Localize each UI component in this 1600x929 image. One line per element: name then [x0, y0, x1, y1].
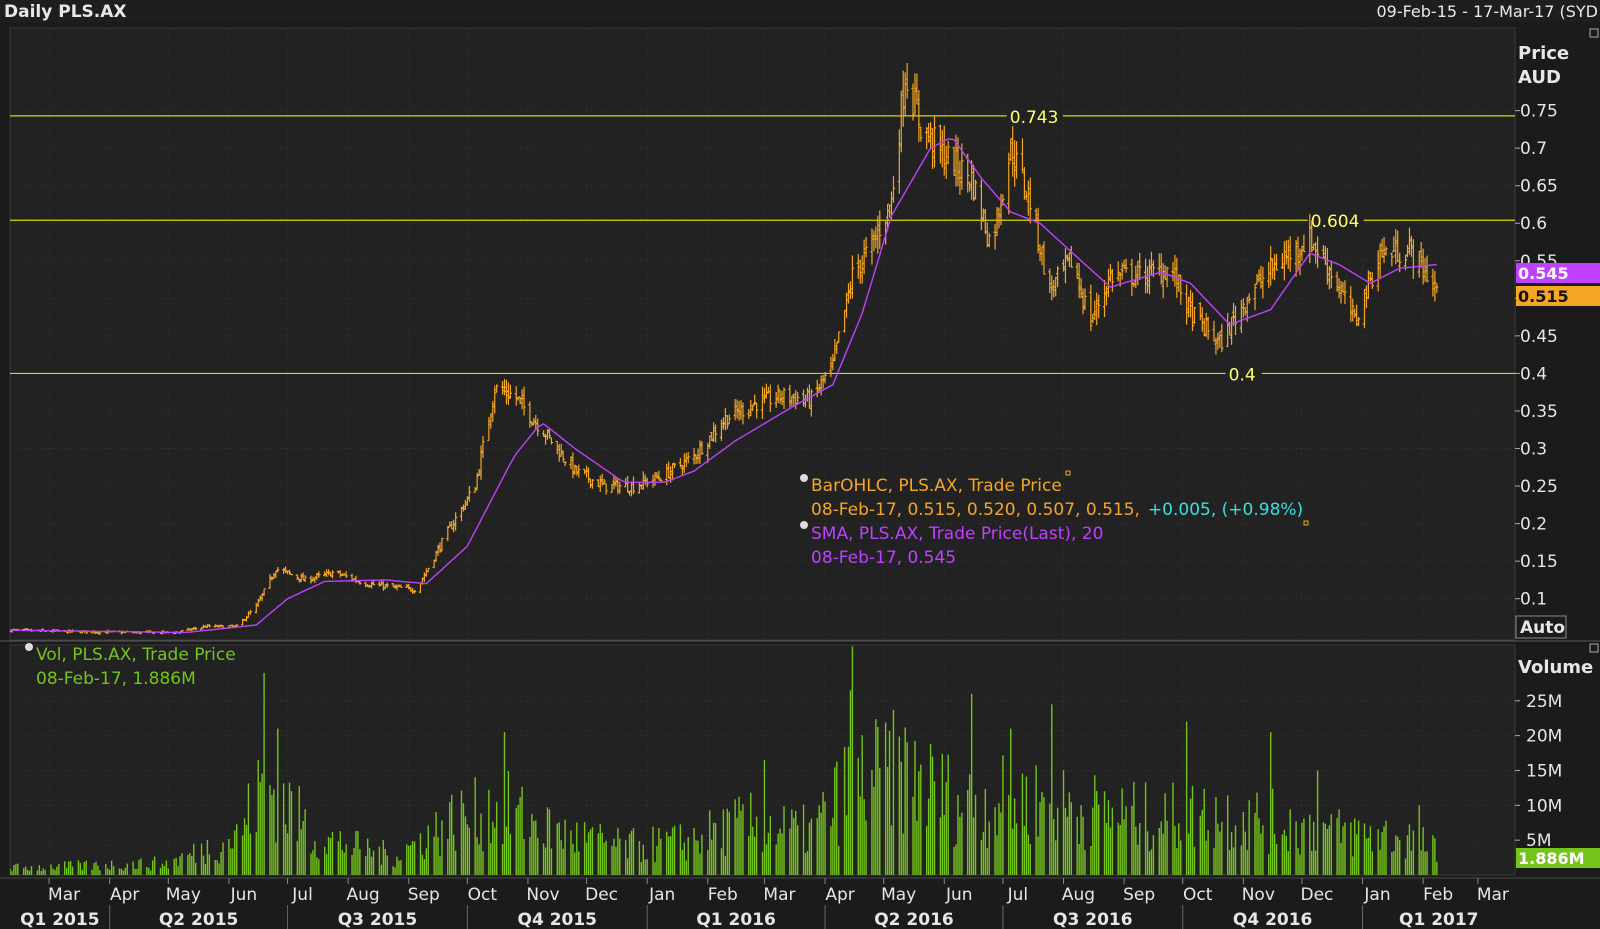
quarter-label: Q1 2015 — [20, 910, 100, 929]
sma-last-value: 0.545 — [1518, 264, 1569, 283]
volume-axis: Volume 5M 10M 15M 20M 25M — [1515, 657, 1593, 851]
price-panel — [9, 27, 1516, 641]
volume-axis-tick-label: 20M — [1526, 727, 1562, 747]
month-label: Jan — [648, 885, 675, 905]
price-axis-title: Price — [1518, 43, 1569, 64]
sma-legend-name: SMA, PLS.AX, Trade Price(Last), 20 — [811, 524, 1103, 544]
month-label: Feb — [708, 885, 738, 905]
volume-legend-name: Vol, PLS.AX, Trade Price — [36, 645, 236, 665]
month-label: Aug — [1062, 885, 1095, 905]
sma-legend-toggle-icon[interactable] — [800, 521, 808, 529]
volume-axis-tick-label: 5M — [1526, 831, 1551, 851]
month-label: Nov — [526, 885, 559, 905]
price-last-value: 0.515 — [1518, 287, 1569, 306]
month-label: Mar — [48, 885, 80, 905]
quarter-label: Q4 2016 — [1233, 910, 1313, 929]
month-label: Jun — [945, 885, 973, 905]
ohlc-legend-name: BarOHLC, PLS.AX, Trade Price — [811, 476, 1062, 496]
price-axis-tick-label: 0.65 — [1520, 177, 1558, 197]
volume-last-value: 1.886M — [1518, 849, 1585, 868]
price-axis-tick-label: 0.7 — [1520, 139, 1547, 159]
volume-axis-tick-label: 10M — [1526, 796, 1562, 816]
title-bar — [0, 0, 1600, 22]
price-panel-collapse-icon[interactable] — [1589, 28, 1599, 38]
level-label-background — [1225, 363, 1262, 383]
quarter-label: Q4 2015 — [518, 910, 598, 929]
price-legend[interactable]: BarOHLC, PLS.AX, Trade Price 08-Feb-17, … — [800, 470, 1309, 568]
month-label: Oct — [468, 885, 498, 905]
time-axis-background — [0, 878, 1600, 929]
price-axis-tick-label: 0.2 — [1520, 515, 1547, 535]
ohlc-legend-change: +0.005, (+0.98%) — [1148, 500, 1303, 520]
legend-handle-icon[interactable] — [1303, 520, 1309, 526]
volume-last-badge — [1516, 848, 1600, 868]
month-label: Sep — [408, 885, 440, 905]
price-axis-tick-label: 0.6 — [1520, 214, 1547, 234]
month-label: May — [166, 885, 201, 905]
date-range: 09-Feb-15 - 17-Mar-17 (SYD — [1376, 2, 1598, 21]
price-axis-tick-label: 0.35 — [1520, 402, 1558, 422]
ohlc-legend-prices: 08-Feb-17, 0.515, 0.520, 0.507, 0.515, — [811, 500, 1140, 520]
volume-legend[interactable]: Vol, PLS.AX, Trade Price 08-Feb-17, 1.88… — [25, 643, 236, 689]
quarter-label: Q1 2016 — [696, 910, 776, 929]
month-label: Nov — [1242, 885, 1275, 905]
month-label: Jan — [1363, 885, 1390, 905]
month-label: Dec — [1301, 885, 1334, 905]
month-label: Mar — [763, 885, 795, 905]
ohlc-legend-values: 08-Feb-17, 0.515, 0.520, 0.507, 0.515, +0… — [811, 500, 1303, 520]
legend-handle-icon[interactable] — [1065, 470, 1071, 476]
time-axis: Mar Apr May Jun Jul Aug Sep Oct Nov Dec Jan Feb Mar A… — [0, 877, 1600, 929]
price-axis-tick-label: 0.45 — [1520, 327, 1558, 347]
month-label: Dec — [585, 885, 618, 905]
price-axis-unit: AUD — [1518, 67, 1561, 88]
volume-panel-collapse-icon[interactable] — [1589, 643, 1599, 653]
quarter-label: Q2 2016 — [874, 910, 954, 929]
sma-legend-values: 08-Feb-17, 0.545 — [811, 548, 956, 568]
sma-line — [10, 138, 1437, 634]
price-axis-tick-label: 0.4 — [1520, 364, 1547, 384]
volume-axis-title: Volume — [1518, 657, 1593, 678]
volume-axis-tick-label: 25M — [1526, 692, 1562, 712]
quarter-label: Q1 2017 — [1399, 910, 1479, 929]
month-label: Aug — [347, 885, 380, 905]
month-label: Sep — [1123, 885, 1155, 905]
horizontal-levels[interactable]: 0.743 0.604 0.4 — [10, 105, 1515, 386]
price-axis-tick-label: 0.15 — [1520, 552, 1558, 572]
volume-legend-toggle-icon[interactable] — [25, 643, 33, 651]
volume-axis-tick-label: 15M — [1526, 761, 1562, 781]
month-label: Mar — [1477, 885, 1509, 905]
quarter-label: Q2 2015 — [159, 910, 239, 929]
month-label: May — [881, 885, 916, 905]
level-label: 0.4 — [1229, 365, 1256, 385]
level-label-background — [1307, 210, 1364, 230]
level-label: 0.604 — [1311, 212, 1360, 232]
volume-legend-values: 08-Feb-17, 1.886M — [36, 669, 196, 689]
level-label: 0.743 — [1010, 108, 1059, 128]
ohlc-series — [10, 63, 1439, 635]
month-label: Oct — [1183, 885, 1213, 905]
price-axis-tick-label: 0.3 — [1520, 440, 1547, 460]
level-label-background — [1006, 105, 1063, 125]
price-last-badge — [1516, 286, 1600, 306]
volume-series — [10, 646, 1438, 875]
month-label: Jul — [291, 885, 313, 905]
price-axis-tick-label: 0.1 — [1520, 590, 1547, 610]
quarter-label: Q3 2015 — [338, 910, 418, 929]
month-label: Apr — [825, 885, 854, 905]
month-label: Jul — [1007, 885, 1029, 905]
quarter-label: Q3 2016 — [1053, 910, 1133, 929]
sma-last-badge — [1516, 263, 1600, 283]
price-axis-tick-label: 0.75 — [1520, 102, 1558, 122]
month-label: Jun — [230, 885, 258, 905]
auto-scale-button[interactable] — [1515, 615, 1567, 639]
auto-scale-label: Auto — [1520, 618, 1565, 638]
month-label: Feb — [1423, 885, 1453, 905]
month-label: Apr — [110, 885, 139, 905]
price-axis-tick-label: 0.25 — [1520, 477, 1558, 497]
chart-title: Daily PLS.AX — [4, 2, 127, 22]
ohlc-legend-toggle-icon[interactable] — [800, 474, 808, 482]
